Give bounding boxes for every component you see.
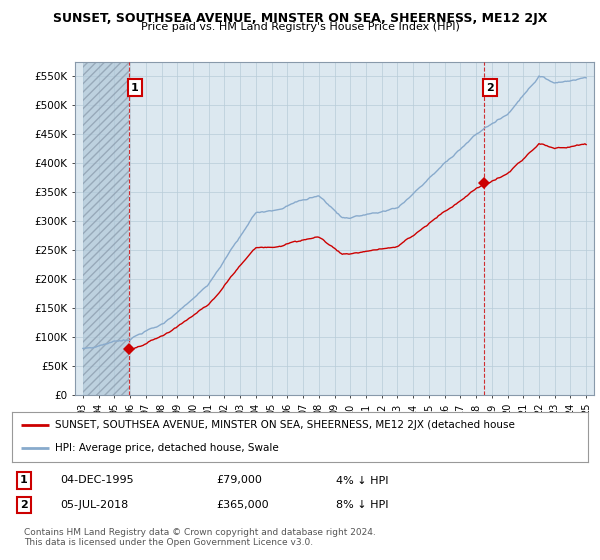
Text: SUNSET, SOUTHSEA AVENUE, MINSTER ON SEA, SHEERNESS, ME12 2JX (detached house: SUNSET, SOUTHSEA AVENUE, MINSTER ON SEA,… (55, 420, 515, 430)
Text: 4% ↓ HPI: 4% ↓ HPI (336, 475, 389, 486)
Text: Price paid vs. HM Land Registry's House Price Index (HPI): Price paid vs. HM Land Registry's House … (140, 22, 460, 32)
Text: HPI: Average price, detached house, Swale: HPI: Average price, detached house, Swal… (55, 444, 279, 454)
Text: 1: 1 (131, 83, 139, 92)
Text: 05-JUL-2018: 05-JUL-2018 (60, 500, 128, 510)
Bar (83, 62, 129, 395)
Text: Contains HM Land Registry data © Crown copyright and database right 2024.
This d: Contains HM Land Registry data © Crown c… (24, 528, 376, 547)
Text: £79,000: £79,000 (216, 475, 262, 486)
Text: 2: 2 (20, 500, 28, 510)
Text: 8% ↓ HPI: 8% ↓ HPI (336, 500, 389, 510)
Text: £365,000: £365,000 (216, 500, 269, 510)
Text: 1: 1 (20, 475, 28, 486)
Text: SUNSET, SOUTHSEA AVENUE, MINSTER ON SEA, SHEERNESS, ME12 2JX: SUNSET, SOUTHSEA AVENUE, MINSTER ON SEA,… (53, 12, 547, 25)
Text: 04-DEC-1995: 04-DEC-1995 (60, 475, 134, 486)
Text: 2: 2 (486, 83, 494, 92)
